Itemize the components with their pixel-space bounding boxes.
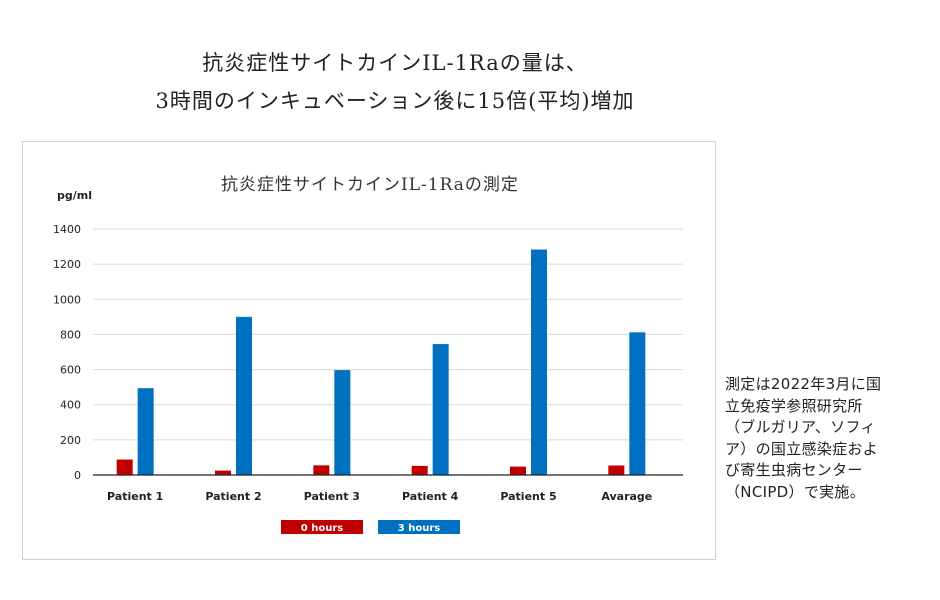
side-note-line: 測定は2022年3月に国 <box>725 375 882 393</box>
y-tick-labels: 0 200 400 600 800 1000 1200 1400 <box>53 223 81 482</box>
bar-0-hours <box>313 465 330 475</box>
chart-title: 抗炎症性サイトカインIL-1Raの測定 <box>221 175 519 195</box>
bar-3-hours <box>236 316 252 475</box>
y-tick-label: 200 <box>60 434 81 447</box>
y-tick-label: 800 <box>60 328 81 341</box>
bar-chart: 抗炎症性サイトカインIL-1Raの測定 pg/ml 0 200 400 600 800 1… <box>53 175 683 534</box>
bar-0-hours <box>116 459 133 475</box>
legend-swatch-3-hours <box>378 520 460 534</box>
side-note-line: （ブルガリア、ソフィ <box>725 418 876 436</box>
bars <box>116 249 646 475</box>
bar-0-hours <box>510 466 526 475</box>
x-tick-label: Patient 4 <box>402 490 459 503</box>
legend-label: 3 hours <box>398 523 440 534</box>
side-note-line: 立免疫学参照研究所 <box>725 396 863 415</box>
headline-line-1: 抗炎症性サイトカインIL-1Raの量は、 <box>202 51 588 75</box>
y-tick-label: 1000 <box>53 293 81 306</box>
y-tick-label: 600 <box>60 364 81 377</box>
x-tick-label: Patient 3 <box>304 490 360 503</box>
side-note-line: （NCIPD）で実施。 <box>725 482 866 501</box>
side-note-line: び寄生虫病センター <box>725 461 863 479</box>
y-tick-label: 0 <box>74 469 81 482</box>
x-tick-label: Patient 5 <box>500 490 556 503</box>
bar-3-hours <box>432 344 449 475</box>
x-tick-label: Patient 1 <box>107 490 163 503</box>
bar-0-hours <box>411 465 428 475</box>
y-axis-unit-label: pg/ml <box>57 189 92 202</box>
headline-line-2: 3時間のインキュベーション後に15倍(平均)増加 <box>155 89 635 113</box>
legend: 0 hours 3 hours <box>281 520 460 534</box>
bar-3-hours <box>137 388 154 475</box>
side-note-line: ア）の国立感染症およ <box>725 439 879 458</box>
y-tick-label: 1200 <box>53 258 81 271</box>
chart-frame: 抗炎症性サイトカインIL-1Raの測定 pg/ml 0 200 400 600 800 1… <box>22 141 716 560</box>
headline: 抗炎症性サイトカインIL-1Raの量は、 3時間のインキュベーション後に15倍(… <box>0 44 790 120</box>
x-tick-label: Patient 2 <box>205 490 261 503</box>
bar-0-hours <box>608 465 625 475</box>
bar-3-hours <box>334 370 351 475</box>
y-tick-label: 1400 <box>53 223 81 236</box>
x-tick-labels: Patient 1 Patient 2 Patient 3 Patient 4 Pati… <box>107 490 652 503</box>
legend-label: 0 hours <box>301 523 343 534</box>
bar-0-hours <box>215 470 231 475</box>
side-note: 測定は2022年3月に国 立免疫学参照研究所 （ブルガリア、ソフィ ア）の国立感… <box>725 374 930 503</box>
grid-lines <box>93 228 683 441</box>
y-tick-label: 400 <box>60 399 81 412</box>
bar-3-hours <box>629 332 646 475</box>
bar-3-hours <box>531 249 547 475</box>
x-tick-label: Avarage <box>601 490 652 503</box>
legend-swatch-0-hours <box>281 520 363 534</box>
